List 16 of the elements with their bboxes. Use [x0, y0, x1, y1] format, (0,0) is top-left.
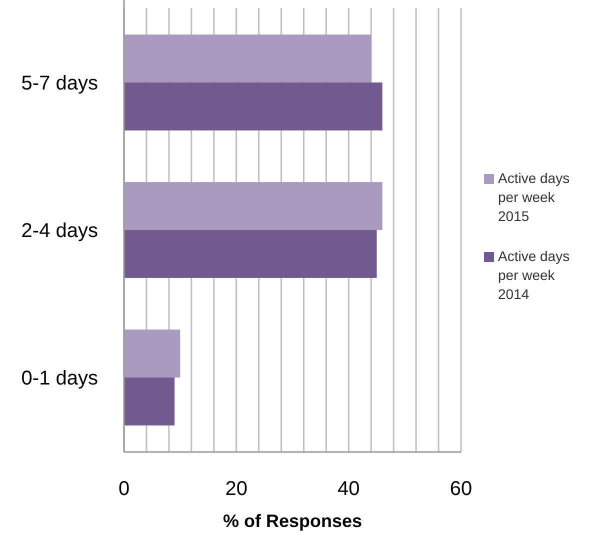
x-axis-title: % of Responses	[222, 511, 362, 531]
y-tick-label: 2-4 days	[21, 220, 98, 242]
x-tick-label: 60	[450, 478, 472, 500]
bar	[124, 378, 175, 426]
legend-label: Active days per week 2014	[498, 248, 570, 302]
bar	[124, 34, 372, 82]
y-tick-label: 5-7 days	[21, 72, 98, 94]
bar	[124, 330, 180, 378]
bar	[124, 182, 382, 230]
x-tick-label: 20	[225, 478, 248, 500]
bar	[124, 230, 377, 278]
x-tick-label: 40	[338, 478, 360, 500]
legend-label: Active days per week 2015	[498, 170, 570, 224]
x-tick-label: 0	[118, 478, 130, 500]
bar	[124, 82, 382, 130]
y-tick-label: 0-1 days	[21, 368, 98, 390]
